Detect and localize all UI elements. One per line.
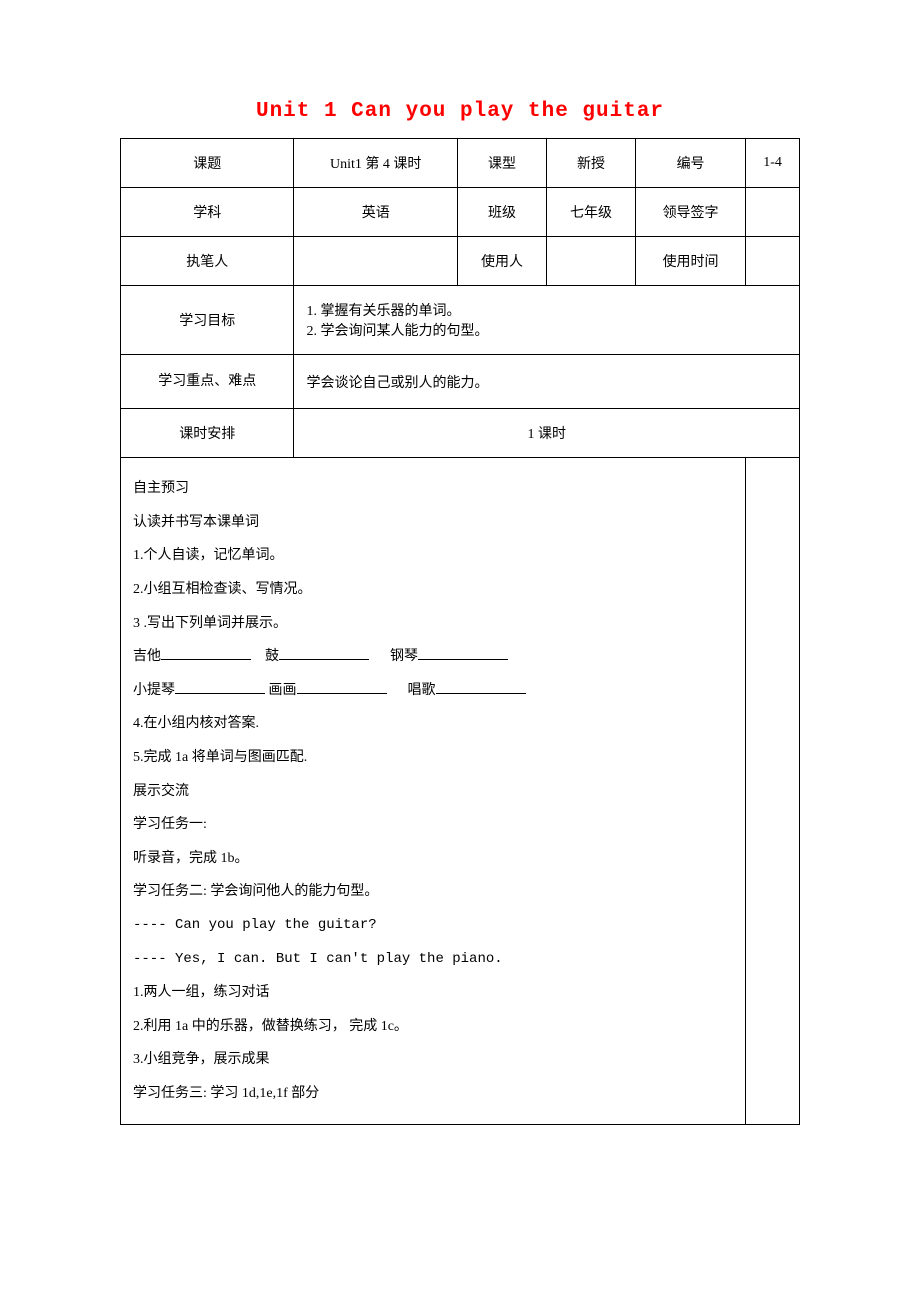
cell-value: 英语: [294, 188, 458, 237]
table-row: 执笔人 使用人 使用时间: [121, 237, 800, 286]
cell-label: 学习重点、难点: [121, 355, 294, 409]
cell-label: 领导签字: [636, 188, 746, 237]
content-line: 学习任务一:: [133, 808, 737, 842]
cell-label: 学科: [121, 188, 294, 237]
blank: [175, 679, 265, 694]
blank: [436, 679, 526, 694]
table-row-goal: 学习目标 1. 掌握有关乐器的单词。 2. 学会询问某人能力的句型。: [121, 286, 800, 355]
cell-label: 使用时间: [636, 237, 746, 286]
table-row-difficulty: 学习重点、难点 学会谈论自己或别人的能力。: [121, 355, 800, 409]
cell-value: [547, 237, 636, 286]
cell-label: 课题: [121, 139, 294, 188]
cell-label: 执笔人: [121, 237, 294, 286]
content-line: 1.个人自读，记忆单词。: [133, 539, 737, 573]
content-line: 展示交流: [133, 775, 737, 809]
word-label: 小提琴: [133, 683, 175, 698]
cell-value: 七年级: [547, 188, 636, 237]
content-line: 3 .写出下列单词并展示。: [133, 607, 737, 641]
table-row-content: 自主预习 认读并书写本课单词 1.个人自读，记忆单词。 2.小组互相检查读、写情…: [121, 458, 800, 1125]
cell-label: 使用人: [458, 237, 547, 286]
content-line: 自主预习: [133, 472, 737, 506]
cell-schedule: 1 课时: [294, 409, 800, 458]
content-line: 学习任务三: 学习 1d,1e,1f 部分: [133, 1077, 737, 1111]
content-line: 1.两人一组，练习对话: [133, 976, 737, 1010]
cell-label: 课时安排: [121, 409, 294, 458]
cell-goal: 1. 掌握有关乐器的单词。 2. 学会询问某人能力的句型。: [294, 286, 800, 355]
cell-value: [746, 188, 800, 237]
content-line: 学习任务二: 学会询问他人的能力句型。: [133, 875, 737, 909]
cell-difficulty: 学会谈论自己或别人的能力。: [294, 355, 800, 409]
content-line: 5.完成 1a 将单词与图画匹配.: [133, 741, 737, 775]
page-title: Unit 1 Can you play the guitar: [120, 100, 800, 123]
cell-value: Unit1 第 4 课时: [294, 139, 458, 188]
cell-value: 1-4: [746, 139, 800, 188]
content-line: 认读并书写本课单词: [133, 506, 737, 540]
word-label: 钢琴: [390, 649, 418, 664]
cell-value: 新授: [547, 139, 636, 188]
cell-label: 课型: [458, 139, 547, 188]
blank: [279, 645, 369, 660]
content-line: ---- Yes, I can. But I can't play the pi…: [133, 943, 737, 977]
word-label: 鼓: [265, 649, 279, 664]
content-line: ---- Can you play the guitar?: [133, 909, 737, 943]
cell-value: [294, 237, 458, 286]
word-label: 吉他: [133, 649, 161, 664]
content-line: 4.在小组内核对答案.: [133, 707, 737, 741]
blank: [297, 679, 387, 694]
table-row: 课题 Unit1 第 4 课时 课型 新授 编号 1-4: [121, 139, 800, 188]
blank: [161, 645, 251, 660]
cell-value: [746, 237, 800, 286]
goal-line: 2. 学会询问某人能力的句型。: [306, 320, 791, 340]
content-line-blanks: 小提琴 画画 唱歌: [133, 674, 737, 708]
goal-line: 1. 掌握有关乐器的单词。: [306, 300, 791, 320]
cell-label: 编号: [636, 139, 746, 188]
cell-label: 学习目标: [121, 286, 294, 355]
word-label: 唱歌: [408, 683, 436, 698]
content-line: 2.利用 1a 中的乐器，做替换练习， 完成 1c。: [133, 1010, 737, 1044]
cell-label: 班级: [458, 188, 547, 237]
word-label: 画画: [269, 683, 297, 698]
content-cell: 自主预习 认读并书写本课单词 1.个人自读，记忆单词。 2.小组互相检查读、写情…: [121, 458, 746, 1125]
content-line: 3.小组竞争，展示成果: [133, 1043, 737, 1077]
table-row-schedule: 课时安排 1 课时: [121, 409, 800, 458]
lesson-plan-table: 课题 Unit1 第 4 课时 课型 新授 编号 1-4 学科 英语 班级 七年…: [120, 138, 800, 1125]
content-line-blanks: 吉他 鼓 钢琴: [133, 640, 737, 674]
empty-side-cell: [746, 458, 800, 1125]
blank: [418, 645, 508, 660]
content-line: 2.小组互相检查读、写情况。: [133, 573, 737, 607]
content-line: 听录音，完成 1b。: [133, 842, 737, 876]
table-row: 学科 英语 班级 七年级 领导签字: [121, 188, 800, 237]
